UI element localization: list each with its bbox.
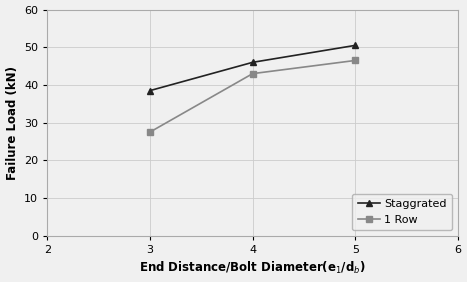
Staggrated [147, 89, 153, 92]
Y-axis label: Failure Load (kN): Failure Load (kN) [6, 66, 19, 180]
1 Row [250, 72, 255, 75]
Staggrated [250, 61, 255, 64]
Line: Staggrated: Staggrated [147, 42, 359, 94]
1 Row [147, 130, 153, 134]
Line: 1 Row: 1 Row [147, 57, 359, 136]
1 Row [353, 59, 358, 62]
Staggrated [353, 44, 358, 47]
X-axis label: End Distance/Bolt Diameter(e$_1$/d$_b$): End Distance/Bolt Diameter(e$_1$/d$_b$) [139, 260, 366, 276]
Legend: Staggrated, 1 Row: Staggrated, 1 Row [352, 193, 453, 230]
